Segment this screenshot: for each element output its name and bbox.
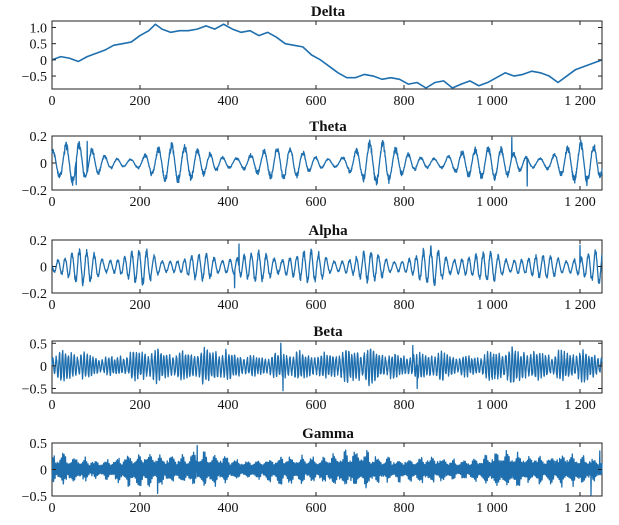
delta-ytick-label: −0.5	[22, 70, 47, 85]
theta-ytick-label: −0.2	[22, 184, 47, 199]
theta-xtick-label: 1 200	[564, 195, 596, 210]
gamma-xtick-label: 200	[130, 501, 151, 516]
delta-xtick-label: 1 000	[476, 94, 508, 109]
gamma-xtick-label: 1 000	[476, 501, 508, 516]
gamma-xtick-label: 1 200	[564, 501, 596, 516]
alpha-ytick-label: −0.2	[22, 287, 47, 302]
alpha-series-line	[51, 243, 603, 289]
alpha-xtick-label: 200	[130, 298, 151, 313]
theta-series-line	[51, 136, 603, 187]
alpha-xtick-label: 400	[218, 298, 239, 313]
gamma-series-line	[51, 445, 603, 496]
theta-xtick-label: 400	[218, 195, 239, 210]
gamma-title: Gamma	[302, 426, 354, 442]
theta-xtick-label: 800	[394, 195, 415, 210]
delta-xtick-label: 600	[306, 94, 327, 109]
alpha-xtick-label: 1 200	[564, 298, 596, 313]
beta-xtick-label: 200	[130, 398, 151, 413]
delta-xtick-label: 200	[130, 94, 151, 109]
delta-title: Delta	[311, 4, 346, 20]
beta-ytick-label: −0.5	[22, 382, 47, 397]
theta-xtick-label: 200	[130, 195, 151, 210]
delta-series-line	[51, 23, 603, 89]
gamma-xtick-label: 0	[49, 501, 56, 516]
delta-xtick-label: 400	[218, 94, 239, 109]
alpha-ytick-label: 0	[40, 261, 47, 276]
gamma-ytick-label: −0.5	[22, 490, 47, 505]
beta-ytick-label: 0	[40, 360, 47, 375]
delta-xtick-label: 0	[49, 94, 56, 109]
beta-axes-frame	[51, 340, 603, 394]
alpha-ytick-label: 0.2	[30, 234, 48, 249]
delta-xtick-label: 800	[394, 94, 415, 109]
delta-ytick-label: 0	[40, 54, 47, 69]
gamma-xtick-label: 400	[218, 501, 239, 516]
beta-series-line	[51, 342, 603, 392]
beta-title: Beta	[313, 324, 343, 340]
gamma-ytick-label: 0	[40, 464, 47, 479]
alpha-xtick-label: 600	[306, 298, 327, 313]
beta-xtick-label: 1 200	[564, 398, 596, 413]
delta-ytick-label: 1.0	[30, 21, 48, 36]
theta-title: Theta	[309, 119, 347, 135]
beta-xtick-label: 0	[49, 398, 56, 413]
theta-xtick-label: 0	[49, 195, 56, 210]
alpha-xtick-label: 1 000	[476, 298, 508, 313]
theta-ytick-label: 0.2	[30, 130, 48, 145]
theta-xtick-label: 1 000	[476, 195, 508, 210]
theta-ytick-label: 0	[40, 157, 47, 172]
beta-xtick-label: 400	[218, 398, 239, 413]
gamma-xtick-label: 800	[394, 501, 415, 516]
delta-ytick-label: 0.5	[30, 38, 48, 53]
gamma-xtick-label: 600	[306, 501, 327, 516]
delta-xtick-label: 1 200	[564, 94, 596, 109]
beta-ytick-label: 0.5	[30, 337, 48, 352]
alpha-title: Alpha	[308, 223, 348, 239]
theta-xtick-label: 600	[306, 195, 327, 210]
delta-axes-frame	[51, 20, 603, 90]
alpha-xtick-label: 800	[394, 298, 415, 313]
beta-xtick-label: 1 000	[476, 398, 508, 413]
beta-xtick-label: 600	[306, 398, 327, 413]
gamma-ytick-label: 0.5	[30, 437, 48, 452]
alpha-xtick-label: 0	[49, 298, 56, 313]
beta-xtick-label: 800	[394, 398, 415, 413]
